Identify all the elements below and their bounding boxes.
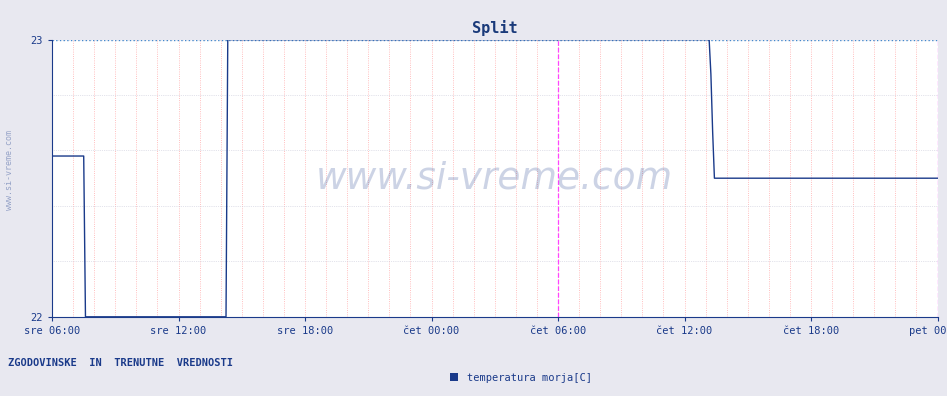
Text: www.si-vreme.com: www.si-vreme.com: [5, 130, 14, 210]
Text: ZGODOVINSKE  IN  TRENUTNE  VREDNOSTI: ZGODOVINSKE IN TRENUTNE VREDNOSTI: [8, 358, 233, 368]
Text: www.si-vreme.com: www.si-vreme.com: [316, 160, 673, 196]
Title: Split: Split: [472, 20, 518, 36]
Legend: temperatura morja[C]: temperatura morja[C]: [446, 369, 596, 387]
